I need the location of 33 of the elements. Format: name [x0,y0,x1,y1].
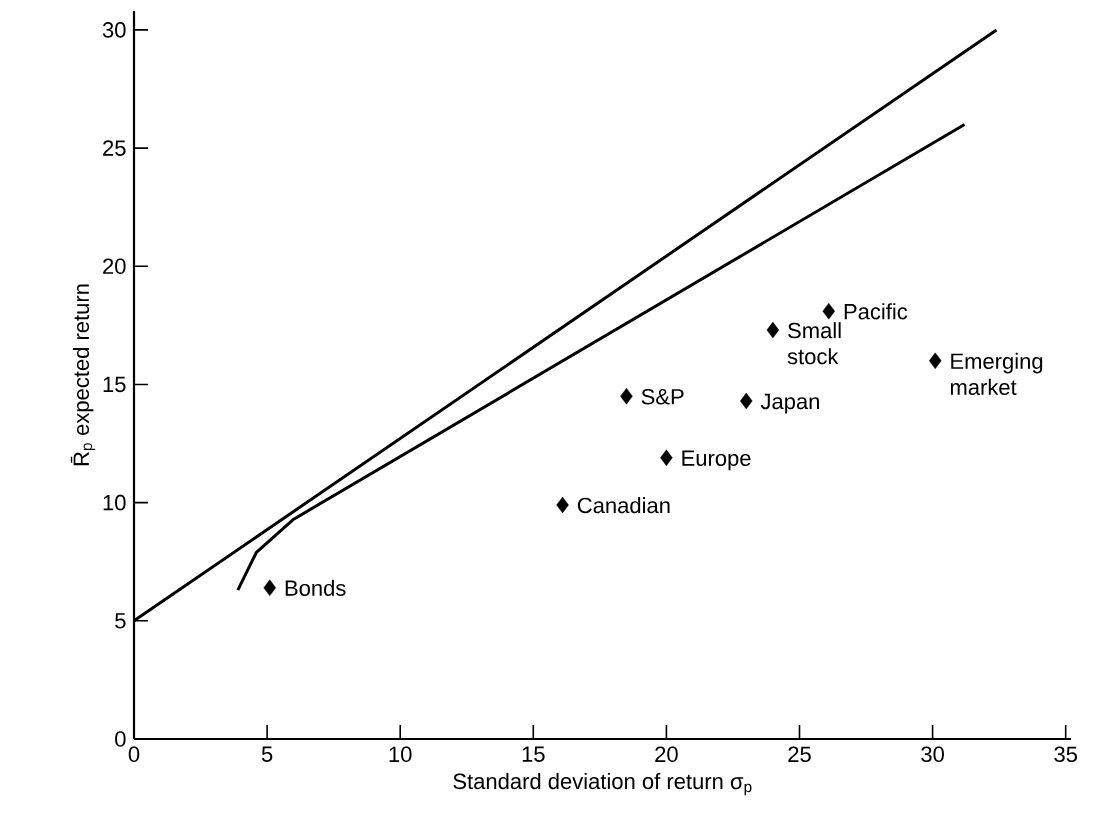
y-axis-title: R̄$_{p}$ expected return [70,284,96,466]
point [740,392,753,410]
annotation: Canadian [577,497,670,514]
x-tick-label: 0 [128,746,140,763]
annotation: Small stock [787,322,841,365]
point [822,302,835,320]
annotation: Bonds [285,579,346,596]
annotation: Emerging market [950,352,1043,396]
x-tick-label: 30 [921,746,944,763]
annotation: Pacific [844,303,908,320]
y-tick-label: 5 [115,613,126,629]
x-tick-label: 10 [389,746,412,763]
x-tick-label: 15 [522,746,545,762]
x-tick-label: 25 [788,746,811,763]
annotation: Europe [682,450,751,471]
point [766,321,780,339]
y-tick-label: 20 [103,258,126,275]
x-tick-label: 35 [1054,746,1077,763]
y-tick-label: 30 [102,22,126,38]
point [556,496,569,514]
point [660,449,673,466]
point [620,388,633,405]
x-tick-label: 5 [261,746,273,762]
y-tick-label: 10 [103,494,126,511]
point [929,352,942,370]
y-tick-label: 15 [103,376,126,393]
annotation: S&P [641,388,684,405]
y-tick-label: 25 [103,140,126,156]
annotation: Japan [760,393,819,414]
y-tick-label: 0 [115,731,126,747]
x-tick-label: 20 [655,746,678,763]
point [263,579,276,596]
x-axis-title: Standard deviation of return σ$_{p}$ [453,772,752,796]
